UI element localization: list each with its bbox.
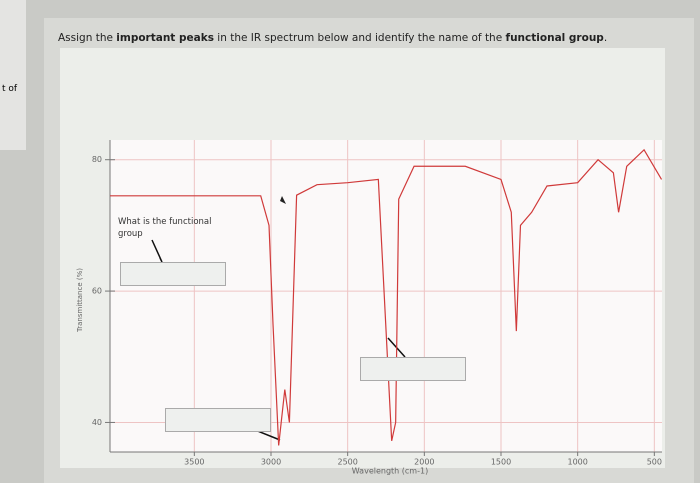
x-tick-label: 2500 [337,458,357,467]
answer-box[interactable] [360,357,466,381]
side-label: t of [2,84,18,94]
x-tick-label: 1000 [567,458,587,467]
text: . [603,32,608,44]
y-tick-label: 40 [92,418,102,427]
spectrum-line [110,148,663,446]
cursor [280,196,286,204]
text-bold: important peaks [116,32,214,44]
plot-area [110,140,662,452]
x-tick-label: 3000 [261,458,281,467]
sidebar: t of [0,0,26,150]
instruction: Assign the important peaks in the IR spe… [58,32,607,44]
x-tick-label: 2000 [414,458,434,467]
x-tick-label: 500 [647,458,662,467]
text: in the IR spectrum below and identify th… [213,32,506,44]
answer-box[interactable] [120,262,226,286]
answer-box[interactable] [165,408,271,432]
y-tick-label: 60 [92,287,102,296]
text: Assign the [58,32,117,44]
text-bold: functional group [505,32,604,44]
x-axis-label: Wavelength (cm-1) [352,467,428,476]
x-tick-label: 3500 [184,458,204,467]
x-tick-label: 1500 [491,458,511,467]
y-axis-label: Transmittance (%) [76,268,84,333]
pointer-line [151,239,163,263]
y-tick-label: 80 [92,155,102,164]
prompt: What is the functional group [118,217,212,240]
